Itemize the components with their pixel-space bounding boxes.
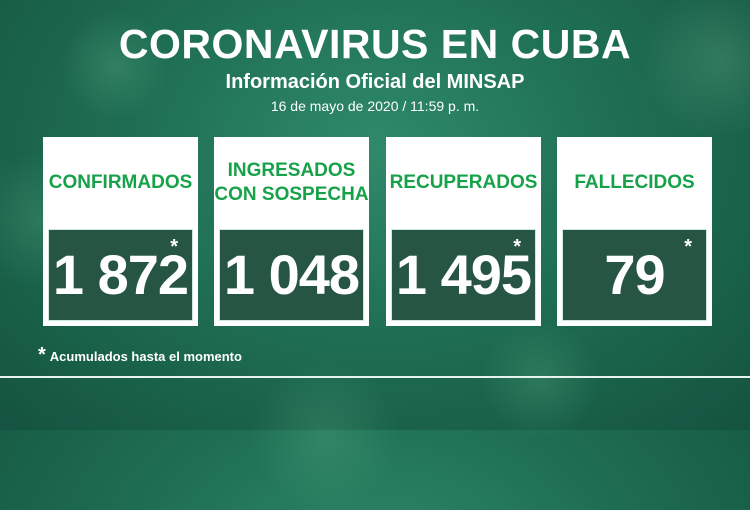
card-value: 79	[604, 243, 665, 306]
card-value-box: 1 048	[219, 229, 364, 321]
card-label: CONFIRMADOS	[48, 172, 193, 193]
footnote-text: Acumulados hasta el momento	[49, 349, 242, 364]
card-label: FALLECIDOS	[574, 172, 695, 193]
card-label: INGRESADOS CON SOSPECHA	[214, 160, 369, 205]
card-recuperados: RECUPERADOS 1 495 *	[386, 137, 541, 326]
virus-decoration	[60, 10, 170, 120]
asterisk-mark: *	[684, 236, 692, 258]
virus-decoration	[480, 320, 600, 440]
card-value: 1 495	[395, 243, 532, 306]
asterisk-mark: *	[170, 236, 178, 258]
page-title: CORONAVIRUS EN CUBA	[118, 21, 632, 67]
card-value-box: 1 872 *	[48, 229, 193, 321]
card-ingresados: INGRESADOS CON SOSPECHA 1 048	[214, 137, 369, 326]
asterisk-mark: *	[513, 236, 521, 258]
footnote: * Acumulados hasta el momento	[38, 344, 242, 366]
divider	[0, 376, 750, 378]
virus-decoration	[250, 360, 400, 510]
card-fallecidos: FALLECIDOS 79 *	[557, 137, 712, 326]
card-confirmados: CONFIRMADOS 1 872 *	[43, 137, 198, 326]
card-value-box: 1 495 *	[391, 229, 536, 321]
card-value: 1 048	[223, 243, 360, 306]
footnote-asterisk: *	[38, 344, 46, 366]
report-date: 16 de mayo de 2020 / 11:59 p. m.	[270, 98, 480, 114]
card-value: 1 872	[52, 243, 189, 306]
page-subtitle: Información Oficial del MINSAP	[225, 71, 525, 93]
card-value-box: 79 *	[562, 229, 707, 321]
card-label: RECUPERADOS	[389, 172, 538, 193]
